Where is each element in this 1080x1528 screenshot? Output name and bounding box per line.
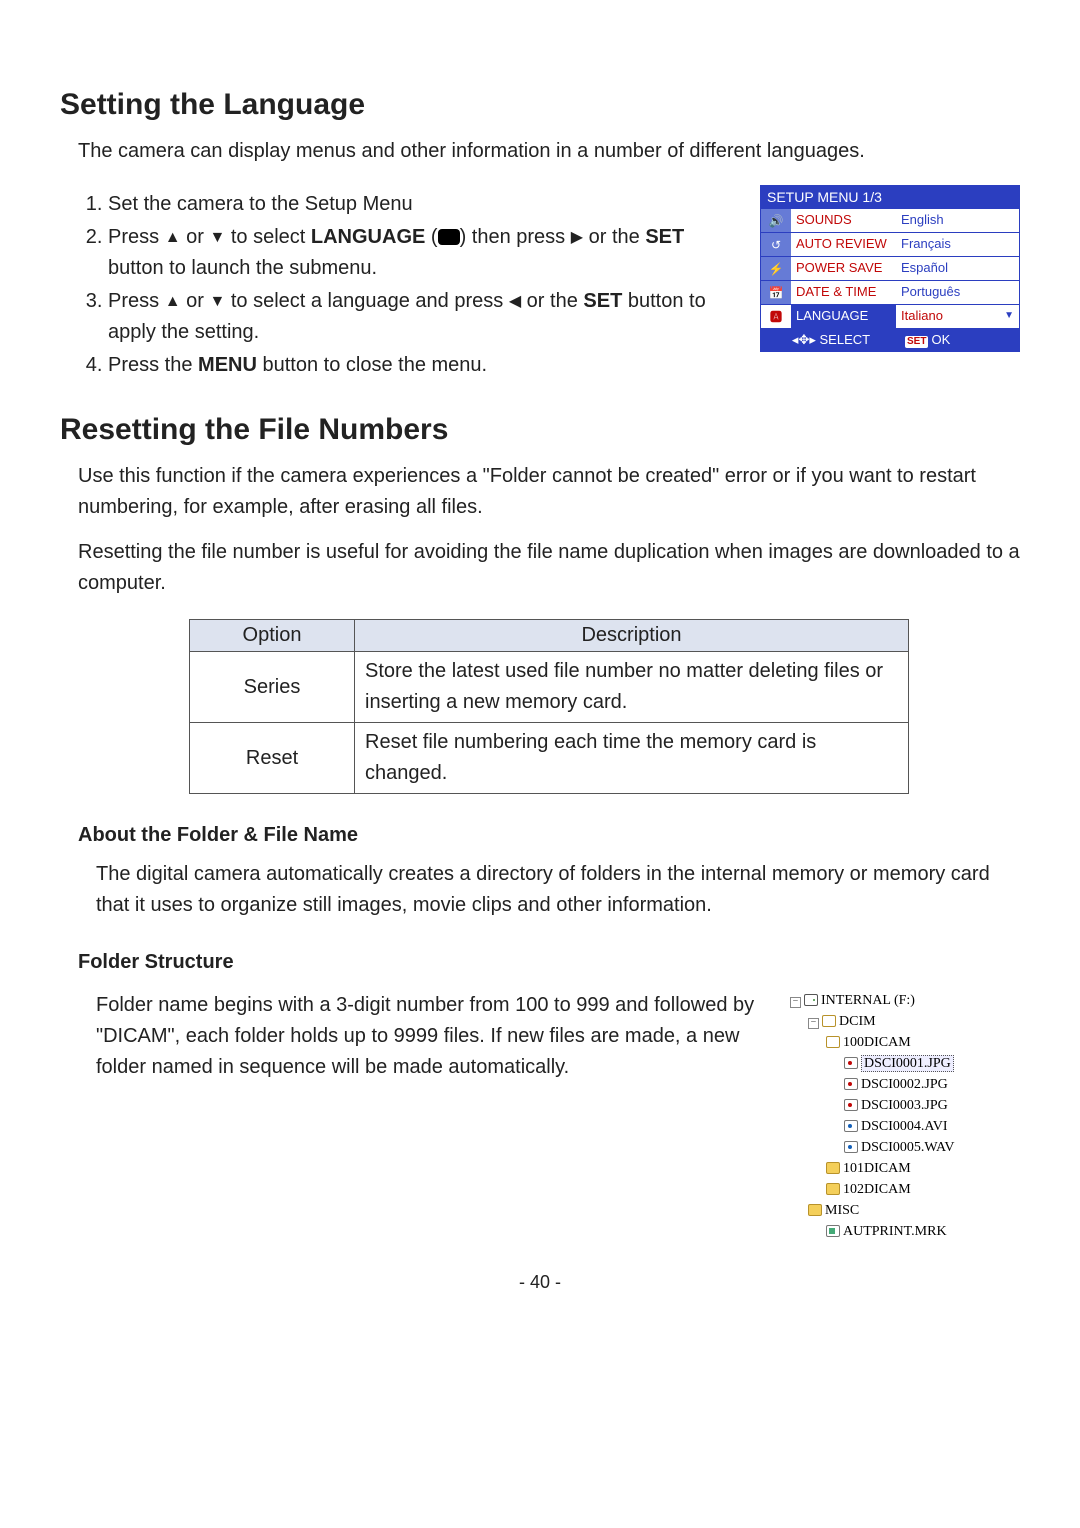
folder-file-about-para: The digital camera automatically creates… xyxy=(96,859,1020,921)
options-table: Option Description Series Store the late… xyxy=(189,619,909,794)
table-row: Reset Reset file numbering each time the… xyxy=(190,723,909,794)
nav-arrows-icon: ◂✥▸ xyxy=(792,332,816,347)
step-2: Press ▲ or ▼ to select LANGUAGE () then … xyxy=(108,222,742,284)
jpg-file-icon xyxy=(844,1099,858,1111)
menu-row-label: POWER SAVE xyxy=(791,256,896,280)
language-icon: 🅰 xyxy=(761,304,791,328)
setup-menu-title: SETUP MENU 1/3 xyxy=(761,186,1019,208)
set-lang-intro: The camera can display menus and other i… xyxy=(78,136,1020,167)
drive-icon xyxy=(804,994,818,1006)
table-cell-description: Store the latest used file number no mat… xyxy=(355,652,909,723)
step-3: Press ▲ or ▼ to select a language and pr… xyxy=(108,286,742,348)
table-header-description: Description xyxy=(355,620,909,652)
up-arrow-icon: ▲ xyxy=(165,290,181,315)
down-arrow-icon: ▼ xyxy=(209,290,225,315)
heading-folder-structure: Folder Structure xyxy=(78,951,1020,974)
heading-about-folder-file: About the Folder & File Name xyxy=(78,824,1020,847)
menu-row-value: English xyxy=(896,208,1019,232)
setup-menu-row-selected: 🅰 LANGUAGE Italiano ▼ xyxy=(761,304,1019,328)
menu-row-value: Português xyxy=(896,280,1019,304)
menu-row-value: Français xyxy=(896,232,1019,256)
reset-filenum-para1: Use this function if the camera experien… xyxy=(78,461,1020,523)
setup-menu-screenshot: SETUP MENU 1/3 🔊 SOUNDS English ↺ AUTO R… xyxy=(760,185,1020,352)
set-badge: SET xyxy=(905,336,928,348)
table-row: Series Store the latest used file number… xyxy=(190,652,909,723)
folder-structure-para: Folder name begins with a 3-digit number… xyxy=(96,990,760,1083)
up-arrow-icon: ▲ xyxy=(165,226,181,251)
table-header-row: Option Description xyxy=(190,620,909,652)
collapse-icon: − xyxy=(808,1018,819,1029)
setup-menu-row: 🔊 SOUNDS English xyxy=(761,208,1019,232)
folder-icon xyxy=(826,1162,840,1174)
menu-row-label: AUTO REVIEW xyxy=(791,232,896,256)
power-save-icon: ⚡ xyxy=(761,256,791,280)
table-cell-option: Series xyxy=(190,652,355,723)
date-time-icon: 📅 xyxy=(761,280,791,304)
set-lang-steps: Set the camera to the Setup Menu Press ▲… xyxy=(78,189,742,381)
menu-row-label: DATE & TIME xyxy=(791,280,896,304)
wav-file-icon xyxy=(844,1141,858,1153)
folder-icon xyxy=(826,1036,840,1048)
auto-review-icon: ↺ xyxy=(761,232,791,256)
reset-filenum-para2: Resetting the file number is useful for … xyxy=(78,537,1020,599)
setup-menu-row: 📅 DATE & TIME Português xyxy=(761,280,1019,304)
folder-icon xyxy=(808,1204,822,1216)
menu-row-label: LANGUAGE xyxy=(791,304,896,328)
setup-menu-footer: ◂✥▸ SELECT SETOK xyxy=(761,328,1019,351)
sounds-icon: 🔊 xyxy=(761,208,791,232)
setup-menu-row: ↺ AUTO REVIEW Français xyxy=(761,232,1019,256)
table-cell-option: Reset xyxy=(190,723,355,794)
language-icon xyxy=(438,229,460,245)
down-arrow-icon: ▼ xyxy=(209,226,225,251)
step-1: Set the camera to the Setup Menu xyxy=(108,189,742,220)
page-number: - 40 - xyxy=(60,1272,1020,1293)
menu-row-value: Español xyxy=(896,256,1019,280)
heading-setting-language: Setting the Language xyxy=(60,88,1020,122)
menu-row-label: SOUNDS xyxy=(791,208,896,232)
heading-resetting-file-numbers: Resetting the File Numbers xyxy=(60,413,1020,447)
menu-row-value: Italiano ▼ xyxy=(896,304,1019,328)
jpg-file-icon xyxy=(844,1078,858,1090)
mrk-file-icon xyxy=(826,1225,840,1237)
jpg-file-icon xyxy=(844,1057,858,1069)
collapse-icon: − xyxy=(790,997,801,1008)
chevron-down-icon: ▼ xyxy=(1004,310,1014,321)
left-arrow-icon: ◀ xyxy=(509,290,521,315)
avi-file-icon xyxy=(844,1120,858,1132)
table-header-option: Option xyxy=(190,620,355,652)
folder-icon xyxy=(822,1015,836,1027)
setup-menu-row: ⚡ POWER SAVE Español xyxy=(761,256,1019,280)
folder-tree: −INTERNAL (F:) −DCIM 100DICAM DSCI0001.J… xyxy=(790,990,1020,1242)
table-cell-description: Reset file numbering each time the memor… xyxy=(355,723,909,794)
right-arrow-icon: ▶ xyxy=(571,226,583,251)
folder-icon xyxy=(826,1183,840,1195)
step-4: Press the MENU button to close the menu. xyxy=(108,350,742,381)
